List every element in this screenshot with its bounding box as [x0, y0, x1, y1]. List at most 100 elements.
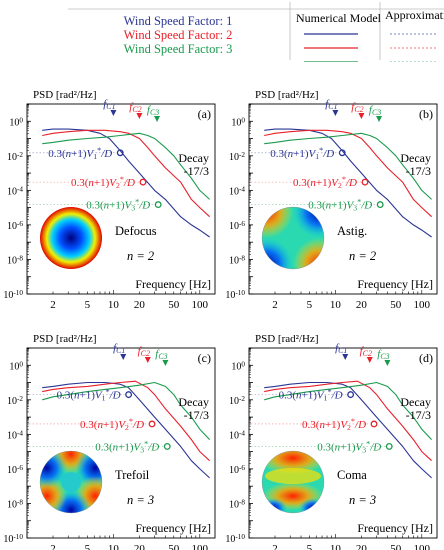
mode-name-label: Trefoil: [115, 468, 150, 482]
x-tick-label: 50: [168, 543, 180, 550]
psd-series-factor-3: [264, 381, 433, 440]
psd-series-factor-1: [264, 381, 432, 479]
psd-series-factor-3: [42, 132, 210, 200]
zernike-order-label: n = 2: [127, 249, 154, 263]
y-tick-label: 10-8: [229, 498, 245, 510]
x-tick-label: 50: [168, 299, 180, 311]
plot-frame: [248, 103, 438, 295]
decay-label: -17/3: [184, 408, 209, 422]
approx-marker-factor-1: [338, 149, 346, 157]
y-tick-label: 10-8: [7, 498, 23, 510]
legend-label-factor-1: Wind Speed Factor: 1: [124, 14, 233, 28]
approx-label-factor-1: 0.3(n+1)V1*/D: [279, 388, 343, 403]
x-tick-label: 20: [356, 543, 368, 550]
cutoff-label-1: fC1: [113, 342, 125, 355]
approx-marker-factor-2: [361, 178, 369, 186]
zernike-order-label: n = 3: [127, 493, 154, 507]
psd-figure: 10-10 10-8 10-6 10-4 10-2 100 2 5 10 20 50 100 PSD […: [3, 89, 438, 550]
x-tick-label: 20: [356, 299, 368, 311]
approx-marker-factor-2: [370, 420, 378, 428]
plot-frame: [26, 103, 216, 295]
cutoff-label-2: fC2: [129, 101, 141, 114]
plot-frame: [26, 347, 216, 539]
cutoff-arrow-1: [342, 354, 349, 360]
cutoff-arrow-2: [366, 357, 373, 363]
x-tick-label: 5: [307, 299, 313, 311]
x-tick-label: 100: [192, 543, 209, 550]
cutoff-label-1: fC1: [335, 342, 347, 355]
decay-label: Decay: [178, 151, 209, 165]
cutoff-arrow-2: [136, 113, 143, 119]
psd-series-factor-1: [42, 128, 210, 238]
x-tick-label: 2: [272, 543, 278, 550]
x-tick-label: 5: [85, 299, 91, 311]
x-tick-label: 10: [330, 543, 342, 550]
cutoff-arrow-3: [384, 360, 391, 366]
cutoff-label-3: fC3: [369, 104, 381, 117]
y-tick-label: 10-10: [3, 533, 23, 545]
zernike-mode-disk: [39, 450, 103, 514]
approx-label-factor-2: 0.3(n+1)V2*/D: [71, 176, 135, 191]
x-tick-label: 20: [134, 299, 146, 311]
x-tick-label: 20: [134, 543, 146, 550]
cutoff-label-3: fC3: [147, 104, 159, 117]
y-tick-label: 10-2: [7, 395, 23, 407]
approx-marker-factor-1: [116, 149, 124, 157]
approx-marker-factor-3: [154, 201, 162, 209]
decay-label: Decay: [400, 151, 431, 165]
y-tick-label: 100: [9, 360, 23, 372]
y-tick-label: 10-2: [7, 151, 23, 163]
x-tick-label: 100: [414, 543, 431, 550]
x-tick-label: 2: [50, 299, 56, 311]
panel-label: (d): [419, 351, 433, 365]
approx-marker-factor-3: [163, 442, 171, 450]
y-tick-label: 10-10: [225, 533, 245, 545]
approx-label-factor-1: 0.3(n+1)V1*/D: [48, 146, 112, 161]
approx-label-factor-3: 0.3(n+1)V3*/D: [95, 440, 159, 455]
y-tick-label: 10-8: [7, 254, 23, 266]
legend: Numerical Model Approximation Wind Speed…: [68, 2, 444, 62]
y-tick-label: 10-2: [229, 151, 245, 163]
x-axis-label: Frequency [Hz]: [357, 521, 433, 535]
y-axis-label: PSD [rad²/Hz]: [33, 89, 96, 101]
legend-label-factor-3: Wind Speed Factor: 3: [124, 42, 233, 56]
cutoff-arrow-3: [154, 116, 161, 122]
cutoff-label-1: fC1: [103, 98, 115, 111]
y-tick-label: 10-10: [3, 289, 23, 301]
psd-series-factor-3: [42, 381, 211, 440]
x-tick-label: 5: [307, 543, 313, 550]
x-tick-label: 50: [390, 543, 402, 550]
cutoff-label-1: fC1: [325, 98, 337, 111]
approx-marker-factor-1: [125, 391, 133, 399]
approx-marker-factor-2: [139, 178, 147, 186]
mode-name-label: Astig.: [337, 224, 367, 238]
x-tick-label: 50: [390, 299, 402, 311]
legend-header-model: Numerical Model: [296, 11, 382, 25]
decay-label: -17/3: [406, 408, 431, 422]
y-tick-label: 10-6: [229, 220, 245, 232]
psd-series-factor-1: [42, 381, 210, 479]
approx-marker-factor-1: [347, 391, 355, 399]
decay-label: Decay: [178, 395, 209, 409]
panel-label: (a): [198, 107, 211, 121]
y-axis-label: PSD [rad²/Hz]: [255, 89, 318, 101]
legend-header-approx: Approximation: [385, 8, 444, 22]
cutoff-label-2: fC2: [351, 101, 363, 114]
cutoff-arrow-1: [332, 110, 339, 116]
x-tick-label: 5: [85, 543, 91, 550]
y-tick-label: 100: [9, 116, 23, 128]
legend-label-factor-2: Wind Speed Factor: 2: [124, 28, 233, 42]
psd-panel-d: 10-10 10-8 10-6 10-4 10-2 100 2 5 10 20 50 100 PSD […: [225, 333, 438, 550]
psd-panel-a: 10-10 10-8 10-6 10-4 10-2 100 2 5 10 20 50 100 PSD […: [3, 89, 216, 311]
y-tick-label: 10-6: [229, 464, 245, 476]
psd-series-factor-2: [42, 129, 210, 218]
x-tick-label: 10: [108, 299, 120, 311]
x-tick-label: 10: [108, 543, 120, 550]
psd-panel-b: 10-10 10-8 10-6 10-4 10-2 100 2 5 10 20 50 100 PSD […: [225, 89, 438, 311]
approx-label-factor-2: 0.3(n+1)V2*/D: [80, 417, 144, 432]
zernike-order-label: n = 3: [349, 493, 376, 507]
mode-name-label: Coma: [337, 468, 367, 482]
psd-series-factor-1: [264, 128, 432, 238]
approx-label-factor-3: 0.3(n+1)V3*/D: [86, 198, 150, 213]
y-tick-label: 10-8: [229, 254, 245, 266]
